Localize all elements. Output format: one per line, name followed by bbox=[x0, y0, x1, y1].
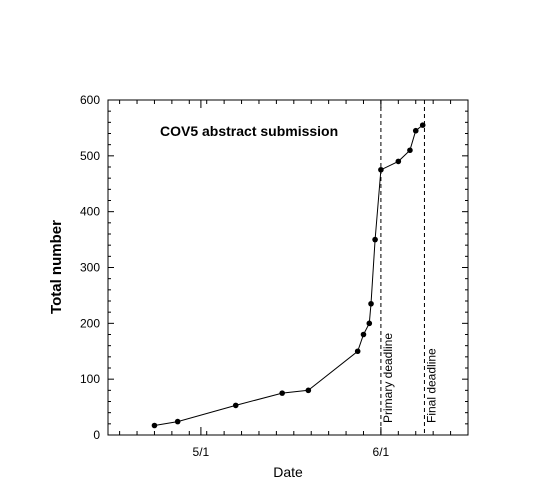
data-point bbox=[419, 122, 426, 128]
y-tick-label: 200 bbox=[80, 316, 100, 330]
y-tick-label: 400 bbox=[80, 205, 100, 219]
y-tick-label: 600 bbox=[80, 93, 100, 107]
x-axis-title: Date bbox=[273, 464, 303, 480]
data-point bbox=[354, 348, 361, 355]
series-group bbox=[151, 122, 426, 429]
data-point bbox=[368, 300, 374, 307]
data-point bbox=[366, 320, 373, 327]
deadline-label: Primary deadline bbox=[381, 333, 395, 423]
deadline-lines: Primary deadline Final deadline bbox=[380, 100, 438, 435]
y-tick-label: 300 bbox=[80, 261, 100, 275]
plot-frame bbox=[107, 99, 469, 436]
x-tick-label: 5/1 bbox=[193, 445, 210, 459]
data-point bbox=[174, 418, 181, 425]
data-point bbox=[360, 331, 367, 338]
chart-title: COV5 abstract submission bbox=[160, 123, 338, 139]
data-point bbox=[232, 402, 239, 409]
deadline-label: Final deadline bbox=[424, 348, 438, 423]
data-point bbox=[151, 422, 158, 429]
y-tick-label: 500 bbox=[80, 149, 100, 163]
data-point bbox=[378, 166, 384, 173]
y-tick-label: 100 bbox=[80, 372, 100, 386]
data-point bbox=[412, 127, 419, 134]
y-axis-ticks: 0 100 200 300 400 500 600 bbox=[80, 93, 468, 442]
data-point bbox=[305, 387, 312, 394]
y-tick-label: 0 bbox=[93, 428, 100, 442]
x-axis-ticks: 5/1 6/1 bbox=[119, 100, 452, 459]
y-axis-title: Total number bbox=[48, 220, 65, 314]
data-point bbox=[372, 236, 378, 243]
x-tick-label: 6/1 bbox=[373, 445, 390, 459]
data-point bbox=[279, 390, 285, 396]
data-point bbox=[395, 158, 402, 165]
data-point bbox=[407, 147, 413, 154]
